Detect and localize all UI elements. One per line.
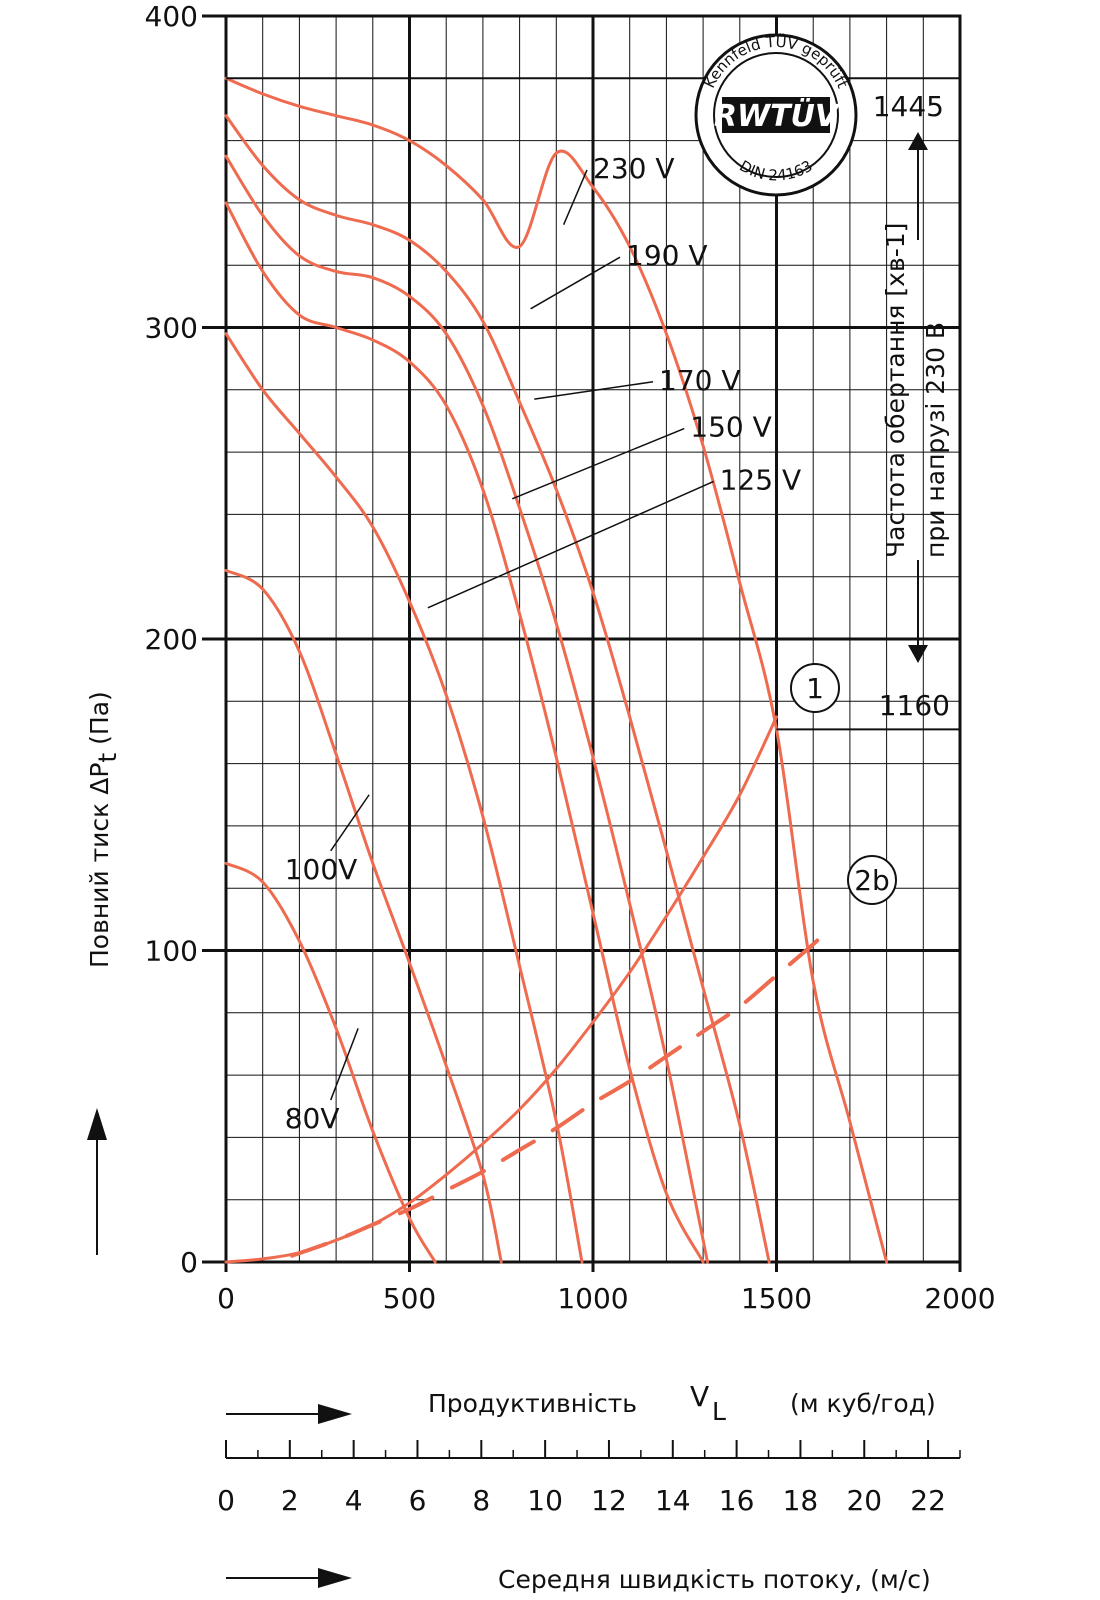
- system-curve-label-1: 1: [806, 672, 824, 705]
- curve-80v: [224, 861, 437, 1264]
- leader-line: [330, 1028, 359, 1101]
- y-axis-title-main: Повний тиск ΔP: [85, 763, 114, 968]
- x-axis-subscript: L: [712, 1397, 726, 1426]
- curve-label-100v: 100V: [285, 853, 358, 886]
- x-axis-symbol: V: [690, 1380, 709, 1413]
- curve-100v: [224, 568, 503, 1264]
- labels: 230 V 190 V 170 V 150 V 125 V 100V 80V 1 2b 1445 1…: [226, 77, 960, 1135]
- curve-label-125v: 125 V: [720, 463, 802, 496]
- y-tick-label: 100: [145, 935, 198, 968]
- curve-190v: [224, 114, 771, 1264]
- x-tick-label: 2000: [924, 1282, 995, 1315]
- velocity-tick-label: 10: [527, 1484, 563, 1517]
- velocity-tick-label: 22: [910, 1484, 946, 1517]
- rpm-arrow-head-down: [908, 645, 928, 663]
- velocity-tick-label: 20: [846, 1484, 882, 1517]
- x-tick-label: 1000: [557, 1282, 628, 1315]
- x-axis-unit: (м куб/год): [790, 1389, 936, 1418]
- velocity-tick-label: 2: [281, 1484, 299, 1517]
- curve-label-170v: 170 V: [659, 364, 741, 397]
- curve-125v: [224, 332, 584, 1264]
- y-tick-label: 400: [145, 0, 198, 33]
- curve-1: [224, 715, 778, 1264]
- x-tick-label: 500: [383, 1282, 436, 1315]
- curves: [224, 76, 889, 1264]
- curve-label-150v: 150 V: [690, 411, 772, 444]
- y-axis-title: Повний тиск ΔPt (Па): [85, 691, 122, 968]
- x-axis-title: Продуктивність: [428, 1389, 637, 1418]
- velocity-tick-label: 18: [783, 1484, 819, 1517]
- curve-150v: [224, 201, 705, 1264]
- leader-line: [511, 427, 685, 500]
- curve-230v: [224, 76, 889, 1264]
- grid: [224, 14, 962, 1264]
- velocity-tick-label: 8: [472, 1484, 490, 1517]
- leader-line: [534, 381, 654, 400]
- rpm-title-line1: Частота обертання [хв-1]: [881, 223, 910, 558]
- rpm-high-label: 1445: [873, 90, 944, 123]
- x-tick-label: 0: [217, 1282, 235, 1315]
- x-tick-label: 1500: [741, 1282, 812, 1315]
- velocity-arrow-head: [318, 1568, 352, 1588]
- rpm-arrow-head-up: [908, 132, 928, 150]
- rpm-title-line2: при напрузі 230 В: [921, 322, 950, 558]
- plot-frame: [202, 14, 962, 1272]
- system-curve-label-1-circle: [790, 663, 840, 713]
- curve-label-230v: 230 V: [593, 152, 675, 185]
- leader-line: [427, 480, 714, 609]
- rpm-low-label: 1160: [879, 689, 950, 722]
- curve-label-190v: 190 V: [626, 239, 708, 272]
- y-arrow-head: [87, 1108, 107, 1140]
- velocity-tick-label: 12: [591, 1484, 627, 1517]
- velocity-axis: 0 2 4 6 8 10 12 14 16 18 20 22 Середня швидкість пот…: [217, 1440, 961, 1594]
- velocity-tick-label: 4: [345, 1484, 363, 1517]
- curve-170v: [224, 154, 710, 1264]
- velocity-tick-label: 14: [655, 1484, 691, 1517]
- velocity-tick-label: 16: [719, 1484, 755, 1517]
- curve-label-80v: 80V: [285, 1102, 340, 1135]
- y-axis-title-unit: (Па): [85, 691, 114, 753]
- stamp-center-text: RWTÜV: [714, 97, 841, 134]
- y-tick-label: 200: [145, 623, 198, 656]
- y-axis-title-subscript: t: [93, 753, 122, 763]
- curve-2b: [290, 923, 834, 1258]
- stamp-inner-ring: [713, 52, 839, 178]
- velocity-axis-title: Середня швидкість потоку, (м/с): [498, 1565, 931, 1594]
- system-curve-label-2b-circle: [847, 855, 897, 905]
- x-arrow-head: [318, 1404, 352, 1424]
- system-curve-label-2b: 2b: [854, 864, 890, 897]
- stamp-center-block: [722, 97, 830, 133]
- leader-line: [330, 794, 370, 852]
- velocity-tick-label: 6: [409, 1484, 427, 1517]
- y-tick-label: 0: [180, 1246, 198, 1279]
- leader-line: [530, 256, 621, 310]
- axis-labels: 0 500 1000 1500 2000 0 100 200 300 400 Повний тиск…: [85, 0, 996, 1426]
- velocity-tick-label: 0: [217, 1484, 235, 1517]
- y-tick-label: 300: [145, 312, 198, 345]
- leader-line: [562, 169, 588, 225]
